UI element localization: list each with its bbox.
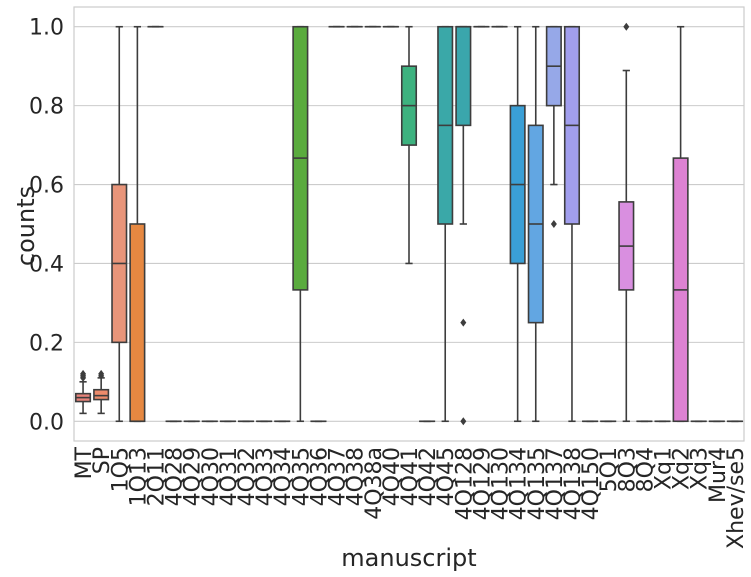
x-tick-label: MT [72, 446, 97, 479]
x-tick-label: Xq3 [688, 447, 713, 490]
x-tick-label: 4Q129 [470, 447, 495, 520]
box-4q35 [292, 25, 309, 423]
outlier-point [98, 369, 105, 378]
x-tick-label: Xhev/se5 [724, 447, 749, 549]
y-tick-label: 0.6 [29, 174, 64, 199]
x-tick-label: 4Q41 [398, 447, 423, 506]
x-tick-label: 4Q38 [344, 447, 369, 506]
x-tick-label: 2Q11 [145, 447, 170, 506]
box-xq2 [672, 25, 689, 423]
iqr-box [455, 25, 472, 127]
x-tick-label: 4Q137 [543, 447, 568, 520]
x-tick-label: 4Q128 [452, 447, 477, 520]
outlier-point [550, 220, 557, 228]
x-axis-title: manuscript [341, 544, 476, 572]
x-tick-label: Xq1 [652, 447, 677, 490]
y-axis-title: counts [12, 186, 40, 266]
iqr-box [93, 388, 110, 401]
x-tick-label: 8Q3 [615, 447, 640, 492]
box-1q13 [129, 25, 146, 423]
outlier-point [460, 417, 467, 426]
x-tick-label: 4Q37 [326, 447, 351, 506]
y-tick-label: 0.8 [29, 95, 64, 120]
x-axis-ticks: MTSP1Q51Q132Q114Q284Q294Q304Q314Q324Q334… [72, 446, 749, 549]
iqr-box [129, 223, 146, 423]
boxes [75, 22, 743, 426]
x-tick-label: 4Q45 [434, 447, 459, 506]
x-tick-label: Xq2 [670, 447, 695, 490]
x-tick-label: 4Q34 [271, 447, 296, 506]
x-tick-label: 4Q150 [579, 447, 604, 520]
x-tick-label: Mur4 [706, 447, 731, 503]
x-tick-label: 4Q28 [163, 447, 188, 506]
x-tick-label: 4Q42 [416, 447, 441, 506]
x-tick-label: 1Q5 [108, 447, 133, 492]
x-tick-label: 4Q38a [362, 447, 387, 520]
x-tick-label: 4Q30 [199, 447, 224, 506]
box-4q134 [509, 25, 526, 423]
outlier-point [80, 369, 87, 378]
y-tick-label: 0.2 [29, 331, 64, 356]
box-1q5 [111, 25, 128, 423]
box-4q138 [563, 25, 581, 423]
y-tick-label: 1.0 [29, 16, 64, 41]
outlier-point [623, 22, 630, 31]
x-tick-label: 4Q36 [308, 447, 333, 506]
x-tick-label: 4Q134 [507, 447, 532, 520]
box-mt [75, 369, 92, 415]
x-tick-label: 4Q138 [561, 447, 586, 520]
box-4q137 [545, 25, 562, 228]
box-4q45 [437, 25, 454, 423]
box-sp [93, 369, 110, 415]
x-tick-label: 4Q135 [525, 447, 550, 520]
x-tick-label: 5Q1 [597, 447, 622, 492]
x-tick-label: 4Q31 [217, 447, 242, 506]
y-tick-label: 0.4 [29, 252, 64, 277]
y-axis-ticks: 0.0 0.2 0.4 0.6 0.8 1.0 [29, 16, 64, 436]
box-4q135 [527, 25, 544, 423]
x-tick-label: 4Q40 [380, 447, 405, 506]
x-tick-label: SP [90, 447, 115, 474]
y-tick-label: 0.0 [29, 410, 64, 435]
box-4q128 [455, 25, 472, 426]
x-tick-label: 8Q4 [633, 447, 658, 492]
box-4q41 [400, 25, 418, 265]
x-tick-label: 1Q13 [126, 447, 151, 506]
x-tick-label: 4Q33 [253, 447, 278, 506]
x-tick-label: 4Q35 [289, 447, 314, 506]
x-tick-label: 4Q130 [489, 447, 514, 520]
box-8q3 [618, 22, 635, 423]
x-tick-label: 4Q29 [181, 447, 206, 506]
x-tick-label: 4Q32 [235, 447, 260, 506]
plot-area-frame [73, 6, 745, 442]
outlier-point [460, 318, 467, 327]
